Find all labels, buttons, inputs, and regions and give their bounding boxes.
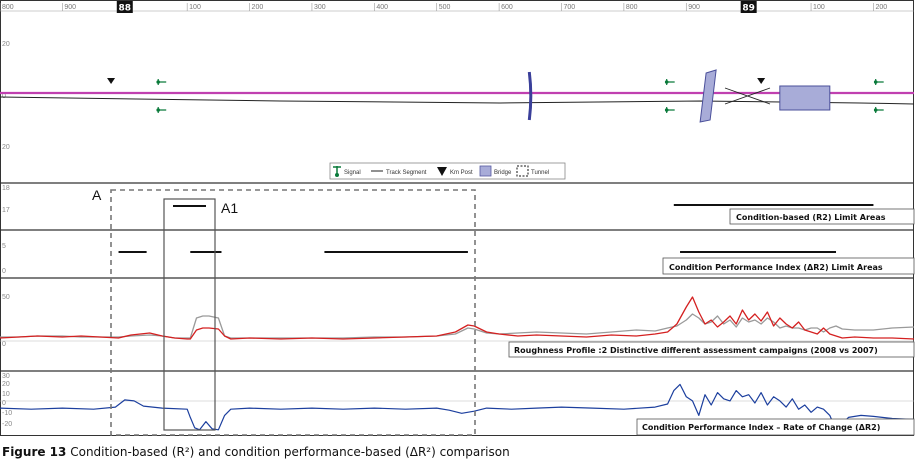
figure-caption: Figure 13 Condition-based (R²) and condi…	[2, 445, 510, 459]
track-panel: 20 0 20 Signal Track Segment Km Post Bri…	[0, 41, 915, 180]
scale-tick-label: 800	[2, 4, 14, 11]
scale-tick-label: 700	[564, 4, 576, 11]
tunnel-icon	[516, 165, 529, 177]
roc-ytick-3: 10	[2, 391, 10, 398]
track-ytick-3: 20	[2, 144, 10, 151]
roughness-title: Roughness Profile :2 Distinctive differe…	[514, 346, 878, 355]
track-ytick-2: 0	[2, 93, 6, 100]
scale-tick-label: 800	[626, 4, 638, 11]
bridge-icon	[479, 165, 492, 177]
rough-ytick-1: 50	[2, 294, 10, 301]
caption-label: Figure 13	[2, 445, 67, 459]
scale-tick-label: 900	[64, 4, 76, 11]
caption-text: Condition-based (R²) and condition perfo…	[70, 445, 510, 459]
region-a1-box	[163, 198, 216, 431]
legend-bridge: Bridge	[494, 170, 512, 176]
roc-ytick-2: 20	[2, 381, 10, 388]
signal-marker-dot	[873, 80, 878, 84]
dr2-ytick-1: 5	[2, 243, 6, 250]
scale-tick-label: 600	[501, 4, 513, 11]
km-scale: 800 900 100 200 300 400 500 600 700 800 900 100 200 8…	[0, 1, 914, 14]
r2-limits-panel: 18 17 Condition-based (R2) Limit Areas	[2, 185, 915, 225]
km-post-marker	[757, 78, 766, 84]
roc-ytick-1: 30	[2, 373, 10, 380]
signal-marker-dot	[156, 108, 161, 112]
series-line-2007	[0, 313, 915, 339]
km-post-label: 89	[742, 4, 755, 14]
roughness-panel: 50 0 Roughness Profile :2 Distinctive di…	[0, 294, 915, 358]
signal-icon-dot	[335, 173, 339, 177]
track-legend: Signal Track Segment Km Post Bridge Tunn…	[329, 162, 566, 180]
km-post-icon	[437, 167, 447, 176]
scale-tick-label: 200	[875, 4, 887, 11]
scale-tick-label: 500	[439, 4, 451, 11]
track-crossover	[724, 87, 771, 105]
scale-tick-label: 200	[252, 4, 264, 11]
dr2-limits-panel: 5 0 Condition Performance Index (ΔR2) Li…	[2, 243, 915, 275]
roc-title-box	[636, 418, 915, 436]
roughness-series	[0, 296, 915, 340]
km-post-marker	[107, 78, 116, 84]
r2-title-box	[729, 208, 915, 225]
roc-title: Condition Performance Index – Rate of Ch…	[642, 423, 880, 432]
bridge-marker	[699, 69, 717, 123]
rate-of-change-panel: 30 20 10 0 -10 -20 Condition Performance…	[0, 373, 915, 436]
figure: 800 900 100 200 300 400 500 600 700 800 900 100 2008…	[0, 0, 915, 436]
r2-ytick-1: 18	[2, 185, 10, 192]
signal-marker-dot	[156, 80, 161, 84]
legend-kmpost: Km Post	[450, 170, 473, 176]
series-line-2008	[0, 296, 915, 340]
track-segment-line	[0, 96, 915, 105]
signal-marker-dot	[873, 108, 878, 112]
scale-tick-label: 100	[813, 4, 825, 11]
dr2-ytick-2: 0	[2, 268, 6, 275]
region-a-label: A	[92, 187, 102, 203]
legend-signal: Signal	[344, 170, 361, 176]
roc-ytick-5: -10	[2, 410, 12, 417]
series-line-ΔR2	[0, 383, 915, 431]
km-post-badge	[116, 1, 133, 13]
signal-marker-dot	[664, 80, 669, 84]
rate-of-change-series	[0, 383, 915, 431]
track-ytick-1: 20	[2, 41, 10, 48]
scale-tick-label: 300	[314, 4, 326, 11]
region-a-box	[110, 189, 476, 436]
legend-track: Track Segment	[386, 170, 427, 176]
legend-tunnel: Tunnel	[531, 170, 549, 176]
km-post-label: 88	[119, 4, 132, 14]
dr2-title-box	[662, 257, 915, 275]
km-post-badge	[740, 1, 757, 13]
scale-tick-label: 400	[376, 4, 388, 11]
track-marks	[107, 69, 884, 123]
roc-ytick-6: -20	[2, 421, 12, 428]
scale-tick-label: 900	[688, 4, 700, 11]
legend-box	[329, 162, 566, 180]
r2-title: Condition-based (R2) Limit Areas	[736, 213, 886, 222]
signal-marker-dot	[664, 108, 669, 112]
dr2-title: Condition Performance Index (ΔR2) Limit …	[669, 263, 883, 272]
bridge-marker	[527, 71, 533, 121]
rough-ytick-2: 0	[2, 341, 6, 348]
roc-ytick-4: 0	[2, 400, 6, 407]
scale-tick-label: 100	[189, 4, 201, 11]
region-a1-label: A1	[221, 200, 238, 216]
roughness-title-box	[508, 341, 915, 358]
bridge-marker	[779, 85, 831, 111]
r2-ytick-2: 17	[2, 207, 10, 214]
